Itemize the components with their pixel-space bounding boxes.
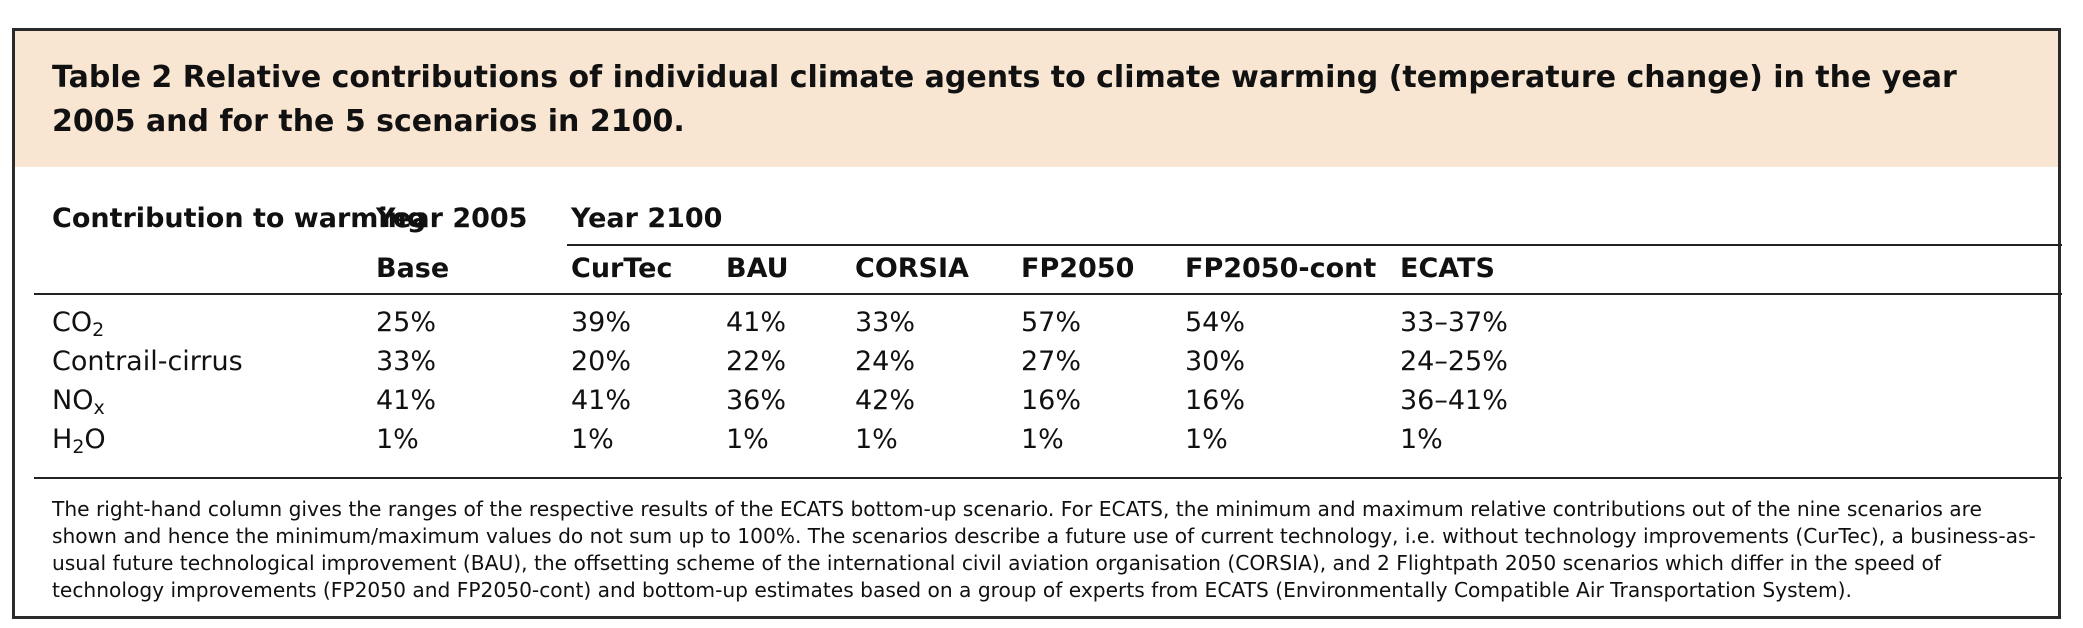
header-rule bbox=[34, 293, 2062, 295]
spanner-rule bbox=[567, 244, 2062, 246]
row-label-h2o: H2O bbox=[52, 424, 106, 458]
title-band bbox=[15, 31, 2058, 167]
row-label-nox: NOx bbox=[52, 385, 105, 419]
table-cell: 33–37% bbox=[1400, 307, 1508, 338]
table-cell: 30% bbox=[1185, 346, 1246, 377]
table-cell: 54% bbox=[1185, 307, 1246, 338]
table-cell: 42% bbox=[855, 385, 916, 416]
table-cell: 27% bbox=[1021, 346, 1082, 377]
table-footnote: The right-hand column gives the ranges o… bbox=[52, 497, 2036, 602]
table-cell: 20% bbox=[571, 346, 632, 377]
column-header-fp2050: FP2050 bbox=[1021, 253, 1135, 284]
row-label-co2: CO2 bbox=[52, 307, 105, 341]
table-bottom-rule bbox=[34, 477, 2062, 479]
table-frame: Table 2 Relative contributions of indivi… bbox=[12, 28, 2062, 619]
table-cell: 25% bbox=[376, 307, 437, 338]
table-cell: 36–41% bbox=[1400, 385, 1508, 416]
table-cell: 16% bbox=[1021, 385, 1082, 416]
table-cell: 1% bbox=[726, 424, 769, 455]
table-cell: 24% bbox=[855, 346, 916, 377]
table-title: Table 2 Relative contributions of indivi… bbox=[52, 60, 1957, 139]
table-cell: 33% bbox=[376, 346, 437, 377]
group-header-2005: Year 2005 bbox=[376, 203, 528, 234]
table-cell: 1% bbox=[1400, 424, 1443, 455]
column-header-curtec: CurTec bbox=[571, 253, 673, 284]
table-cell: 1% bbox=[376, 424, 419, 455]
table-cell: 41% bbox=[571, 385, 632, 416]
column-header-bau: BAU bbox=[726, 253, 789, 284]
table-cell: 33% bbox=[855, 307, 916, 338]
table-cell: 39% bbox=[571, 307, 632, 338]
column-header-ecats: ECATS bbox=[1400, 253, 1495, 284]
group-header-2100: Year 2100 bbox=[571, 203, 723, 234]
table-cell: 41% bbox=[376, 385, 437, 416]
table-cell: 1% bbox=[1185, 424, 1228, 455]
row-label-contrail-cirrus: Contrail-cirrus bbox=[52, 346, 243, 377]
table-cell: 1% bbox=[855, 424, 898, 455]
column-header-corsia: CORSIA bbox=[855, 253, 969, 284]
table-cell: 22% bbox=[726, 346, 787, 377]
table-cell: 57% bbox=[1021, 307, 1082, 338]
table-cell: 41% bbox=[726, 307, 787, 338]
stub-header: Contribution to warming bbox=[52, 203, 427, 234]
table-cell: 1% bbox=[1021, 424, 1064, 455]
column-header-fp2050-cont: FP2050-cont bbox=[1185, 253, 1377, 284]
table-cell: 1% bbox=[571, 424, 614, 455]
table-cell: 16% bbox=[1185, 385, 1246, 416]
table-cell: 24–25% bbox=[1400, 346, 1508, 377]
column-header-base: Base bbox=[376, 253, 450, 284]
table-cell: 36% bbox=[726, 385, 787, 416]
